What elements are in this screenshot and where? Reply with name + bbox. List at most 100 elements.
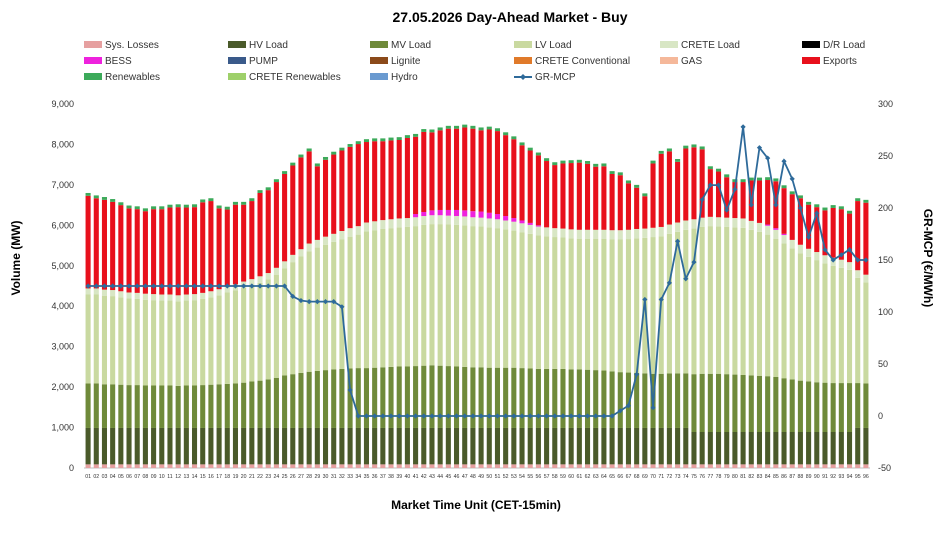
bar-segment	[675, 159, 681, 162]
bar-segment	[773, 432, 779, 465]
legend-item: Renewables	[84, 72, 160, 83]
bar-segment	[306, 148, 312, 152]
mcp-point	[380, 413, 386, 419]
mcp-point	[601, 413, 607, 419]
bar-segment	[855, 427, 861, 465]
bar-segment	[249, 381, 255, 428]
bar-segment	[707, 216, 713, 227]
mcp-point	[331, 299, 337, 305]
bar-segment	[707, 166, 713, 170]
bar-segment	[445, 215, 451, 225]
bar-segment	[732, 464, 738, 468]
bar-segment	[740, 432, 746, 465]
bar-segment	[838, 206, 844, 210]
bar-segment	[216, 384, 222, 428]
legend-item: PUMP	[228, 56, 278, 67]
bar-segment	[765, 225, 771, 235]
bar-segment	[732, 179, 738, 183]
mcp-point	[224, 283, 230, 289]
bar-segment	[453, 224, 460, 367]
bar-segment	[494, 427, 501, 465]
bar-segment	[617, 175, 623, 231]
x-tick-label: 13	[183, 474, 189, 480]
bar-segment	[339, 368, 345, 428]
bar-segment	[314, 163, 320, 167]
legend-swatch	[370, 73, 388, 80]
bar-segment	[208, 427, 214, 465]
bar-segment	[650, 227, 656, 238]
legend-item: MV Load	[370, 40, 431, 51]
bar-segment	[85, 192, 91, 196]
x-tick-label: 16	[208, 474, 214, 480]
bar-segment	[814, 207, 820, 253]
bar-segment	[560, 160, 566, 164]
mcp-point	[560, 413, 566, 419]
bar-segment	[101, 199, 108, 290]
bar-segment	[388, 137, 394, 141]
bar-segment	[584, 229, 591, 239]
bar-segment	[241, 287, 247, 383]
bar-segment	[650, 160, 656, 164]
x-tick-label: 73	[675, 474, 681, 480]
x-tick-label: 36	[372, 474, 378, 480]
bar-segment	[257, 192, 263, 277]
bar-segment	[666, 224, 672, 234]
y-axis-label: Volume (MW)	[9, 220, 23, 295]
bar-segment	[601, 464, 607, 468]
bar-segment	[715, 171, 722, 218]
bar-segment	[257, 380, 263, 428]
bar-segment	[437, 224, 443, 366]
bar-segment	[208, 297, 214, 385]
bar-segment	[806, 432, 812, 465]
bar-segment	[634, 464, 640, 468]
bar-segment	[331, 233, 337, 242]
bar-segment	[511, 136, 517, 140]
bar-segment	[634, 187, 640, 229]
bar-segment	[110, 427, 116, 465]
bar-segment	[568, 163, 574, 230]
bar-segment	[216, 289, 222, 296]
bar-segment	[167, 385, 173, 428]
bar-segment	[666, 427, 672, 465]
bar-segment	[576, 427, 582, 465]
legend-label: D/R Load	[823, 40, 865, 51]
x-tick-label: 04	[110, 474, 116, 480]
bar-segment	[503, 464, 509, 468]
bar-segment	[175, 204, 181, 208]
bar-segment	[609, 464, 615, 468]
mcp-point	[503, 413, 509, 419]
bar-segment	[503, 229, 509, 368]
x-tick-label: 54	[519, 474, 525, 480]
bar-segment	[683, 229, 689, 374]
bar-segment	[355, 141, 361, 145]
bar-segment	[134, 298, 140, 386]
bar-segment	[314, 239, 320, 248]
bar-segment	[617, 172, 623, 176]
bar-segment	[110, 464, 116, 468]
x-tick-label: 85	[773, 474, 779, 480]
bar-segment	[699, 149, 705, 218]
bar-segment	[216, 295, 222, 385]
x-tick-label: 02	[93, 474, 99, 480]
bar-segment	[232, 464, 239, 468]
y-tick-label: 0	[69, 463, 74, 473]
bar-segment	[208, 291, 214, 298]
bar-segment	[830, 432, 836, 465]
bar-segment	[413, 136, 419, 215]
bar-segment	[494, 128, 501, 132]
bar-segment	[126, 292, 132, 299]
bar-segment	[740, 218, 746, 228]
bar-segment	[724, 374, 730, 433]
bar-segment	[232, 427, 239, 465]
bar-segment	[347, 144, 353, 147]
bar-segment	[519, 427, 525, 465]
bar-segment	[421, 129, 427, 132]
bar-segment	[462, 464, 468, 468]
bar-segment	[699, 432, 705, 465]
bar-segment	[568, 427, 574, 465]
bar-segment	[142, 427, 148, 465]
legend-swatch	[228, 57, 246, 64]
bar-segment	[855, 277, 861, 384]
bar-segment	[298, 464, 304, 468]
mcp-point	[355, 413, 361, 419]
